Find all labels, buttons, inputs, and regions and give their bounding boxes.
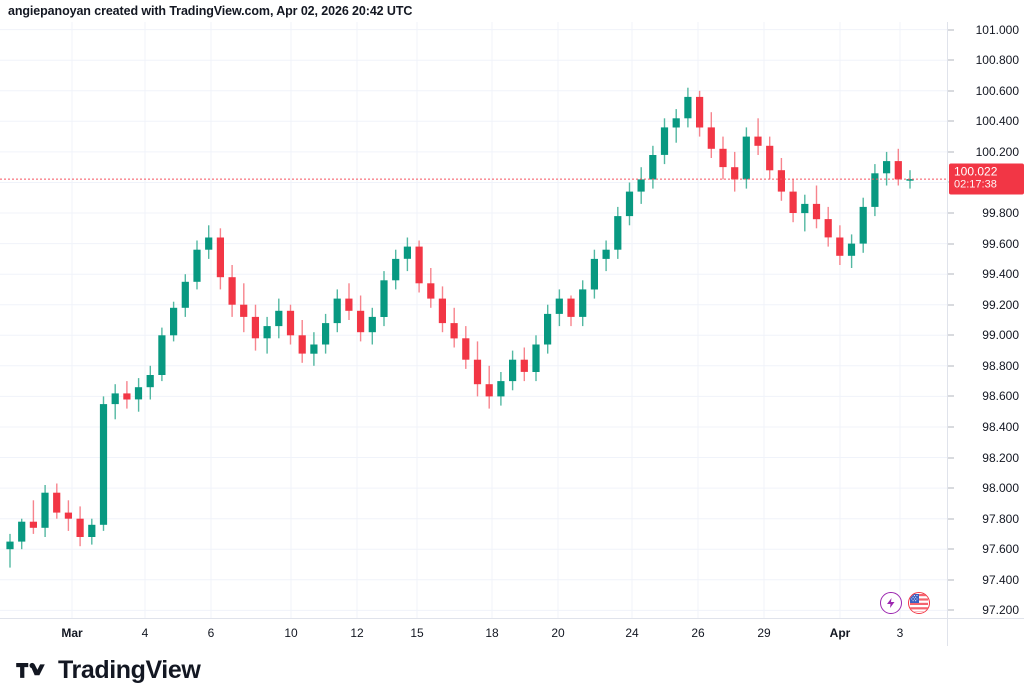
tradingview-logo: TradingView bbox=[16, 656, 201, 684]
price-tick-label: 100.400 bbox=[975, 114, 1019, 129]
us-flag-badge[interactable] bbox=[908, 592, 930, 614]
price-tick-dash bbox=[948, 304, 954, 306]
price-tick-dash bbox=[948, 487, 954, 489]
price-axis[interactable]: 101.000 100.800 100.600 100.400 100.200 100.0… bbox=[947, 22, 1024, 618]
time-tick-label: 10 bbox=[284, 626, 298, 640]
price-tick-label: 97.400 bbox=[982, 572, 1019, 587]
price-tick-label: 99.800 bbox=[982, 206, 1019, 221]
price-tick-dash bbox=[948, 457, 954, 459]
price-tick-dash bbox=[948, 548, 954, 550]
tradingview-logo-text: TradingView bbox=[58, 656, 201, 684]
price-tick-label: 97.800 bbox=[982, 511, 1019, 526]
price-tick-label: 97.600 bbox=[982, 542, 1019, 557]
time-tick-label: 6 bbox=[207, 626, 215, 640]
price-tick-label: 100.600 bbox=[975, 83, 1019, 98]
price-tick-dash bbox=[948, 59, 954, 61]
price-tick-label: 99.200 bbox=[982, 297, 1019, 312]
price-tick-dash bbox=[948, 609, 954, 611]
price-tick-label: 97.200 bbox=[982, 603, 1019, 618]
price-tick-dash bbox=[948, 120, 954, 122]
current-price-tag[interactable]: 100.022 02:17:38 bbox=[949, 163, 1024, 195]
current-price-countdown: 02:17:38 bbox=[954, 178, 997, 191]
price-tick-dash bbox=[948, 395, 954, 397]
chart-badges bbox=[880, 592, 930, 614]
price-tick-label: 101.000 bbox=[975, 22, 1019, 37]
axis-corner bbox=[947, 618, 1024, 646]
price-tick-dash bbox=[948, 334, 954, 336]
price-tick-label: 98.800 bbox=[982, 358, 1019, 373]
chart-plot-area[interactable] bbox=[0, 22, 947, 618]
price-tick-label: 99.000 bbox=[982, 328, 1019, 343]
price-tick-dash bbox=[948, 212, 954, 214]
time-tick-label: 12 bbox=[350, 626, 364, 640]
time-tick-label: Mar bbox=[61, 626, 83, 640]
current-price-value: 100.022 bbox=[954, 164, 998, 179]
time-tick-label: 24 bbox=[625, 626, 639, 640]
price-tick-dash bbox=[948, 579, 954, 581]
tradingview-logo-icon bbox=[16, 662, 45, 678]
time-tick-label: 20 bbox=[551, 626, 565, 640]
time-tick-label: Apr bbox=[829, 626, 851, 640]
attribution-text: angiepanoyan created with TradingView.co… bbox=[8, 4, 413, 18]
lightning-badge[interactable] bbox=[880, 592, 902, 614]
price-tick-dash bbox=[948, 273, 954, 275]
price-tick-label: 99.400 bbox=[982, 267, 1019, 282]
price-tick-dash bbox=[948, 365, 954, 367]
price-tick-dash bbox=[948, 29, 954, 31]
price-tick-dash bbox=[948, 426, 954, 428]
price-tick-label: 98.000 bbox=[982, 481, 1019, 496]
price-tick-dash bbox=[948, 151, 954, 153]
price-tick-label: 98.400 bbox=[982, 419, 1019, 434]
price-tick-label: 100.800 bbox=[975, 53, 1019, 68]
time-tick-label: 29 bbox=[757, 626, 771, 640]
time-axis[interactable]: Mar 4 6 10 12 15 18 20 24 26 29 Apr 3 bbox=[0, 618, 947, 647]
candlestick-canvas bbox=[0, 22, 947, 618]
price-tick-dash bbox=[948, 90, 954, 92]
time-tick-label: 4 bbox=[141, 626, 149, 640]
price-tick-dash bbox=[948, 518, 954, 520]
us-flag-icon bbox=[910, 594, 928, 612]
price-tick-label: 98.200 bbox=[982, 450, 1019, 465]
footer-bar: TradingView bbox=[0, 646, 1024, 699]
time-tick-label: 18 bbox=[485, 626, 499, 640]
time-tick-label: 3 bbox=[896, 626, 904, 640]
price-tick-label: 99.600 bbox=[982, 236, 1019, 251]
price-tick-dash bbox=[948, 243, 954, 245]
lightning-icon bbox=[887, 598, 895, 608]
time-tick-label: 26 bbox=[691, 626, 705, 640]
time-tick-label: 15 bbox=[410, 626, 424, 640]
price-tick-label: 98.600 bbox=[982, 389, 1019, 404]
price-tick-label: 100.200 bbox=[975, 144, 1019, 159]
